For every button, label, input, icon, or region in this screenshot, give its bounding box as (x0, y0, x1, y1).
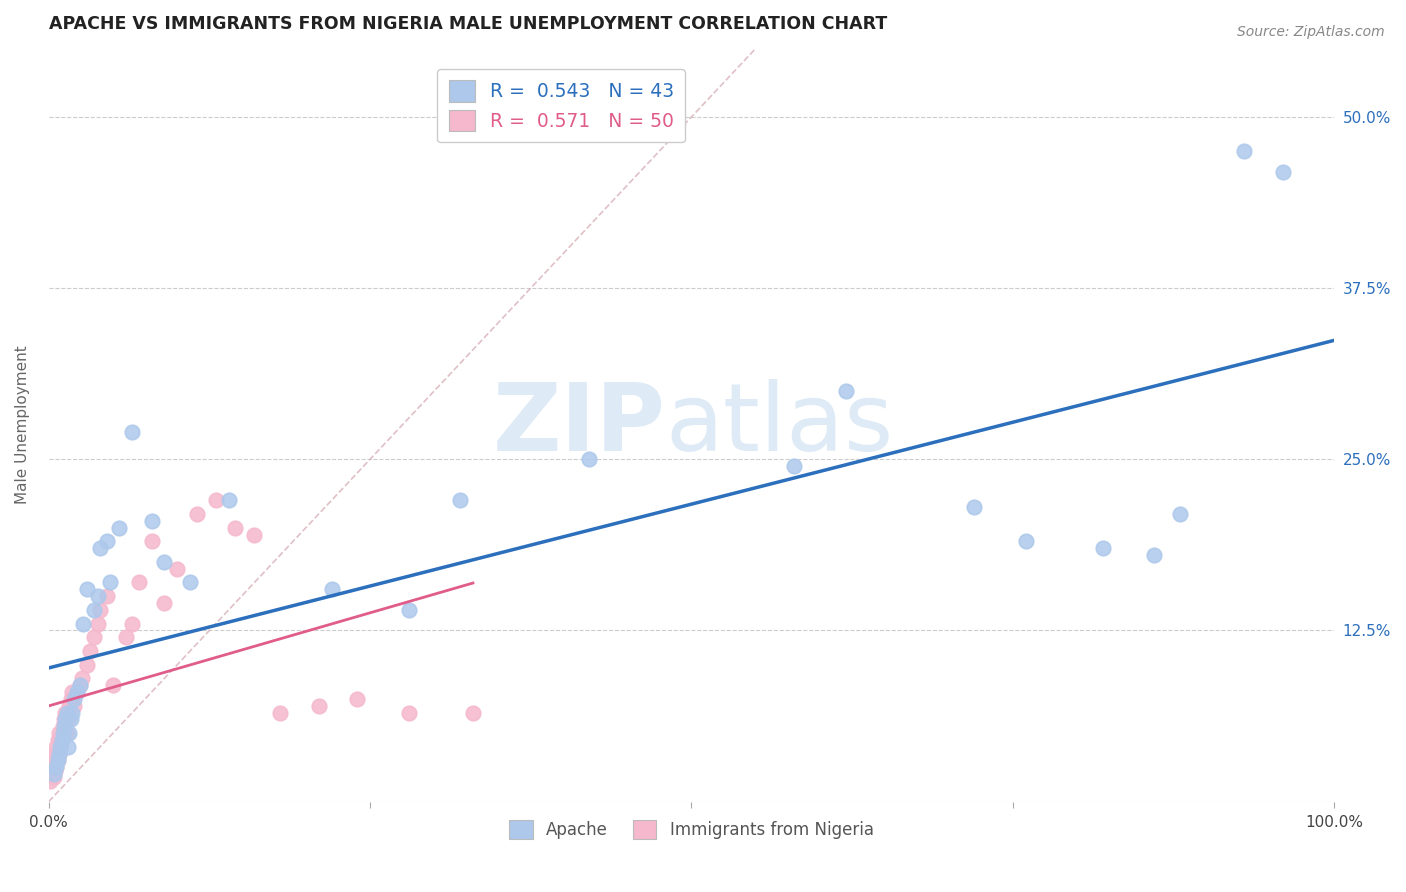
Point (398, 603, 420, 617)
Point (69, 678, 91, 692)
Point (83, 630, 105, 644)
Text: atlas: atlas (666, 379, 894, 471)
Point (186, 507, 208, 521)
Point (1014, 534, 1036, 549)
Point (46, 733, 69, 747)
Point (166, 562, 188, 576)
Point (45, 739, 67, 754)
Point (45, 760, 67, 774)
Point (48, 747, 70, 761)
Point (1091, 541, 1114, 556)
Point (398, 706, 420, 720)
Text: APACHE VS IMMIGRANTS FROM NIGERIA MALE UNEMPLOYMENT CORRELATION CHART: APACHE VS IMMIGRANTS FROM NIGERIA MALE U… (49, 15, 887, 33)
Point (56, 713, 79, 727)
Point (69, 678, 91, 692)
Point (59, 713, 82, 727)
Point (41, 767, 63, 781)
Point (58, 726, 80, 740)
Point (55, 706, 77, 720)
Point (179, 575, 201, 590)
Point (449, 493, 471, 508)
Point (63, 691, 86, 706)
Point (121, 616, 143, 631)
Point (89, 603, 111, 617)
Point (321, 582, 343, 597)
Point (44, 747, 66, 761)
Point (55, 713, 77, 727)
Point (49, 739, 72, 754)
Point (224, 521, 246, 535)
Point (44, 764, 66, 779)
Point (86, 589, 108, 603)
Point (45, 760, 67, 774)
Point (41, 754, 63, 768)
Point (53, 713, 76, 727)
Point (96, 534, 118, 549)
Point (60, 685, 83, 699)
Point (46, 754, 69, 768)
Point (52, 726, 75, 740)
Point (963, 500, 986, 515)
Point (46, 754, 69, 768)
Point (66, 685, 89, 699)
Point (39, 774, 62, 789)
Point (53, 719, 76, 733)
Point (42, 770, 65, 784)
Point (308, 698, 330, 713)
Point (66, 685, 89, 699)
Point (59, 691, 82, 706)
Point (1143, 548, 1166, 562)
Point (121, 425, 143, 439)
Point (41, 760, 63, 774)
Point (269, 706, 291, 720)
Point (141, 534, 163, 549)
Point (48, 726, 70, 740)
Point (56, 739, 79, 754)
Point (42, 756, 65, 771)
Point (205, 493, 228, 508)
Point (1168, 507, 1191, 521)
Point (42, 767, 65, 781)
Point (141, 514, 163, 528)
Point (55, 726, 77, 740)
Point (63, 698, 86, 713)
Point (48, 747, 70, 761)
Point (89, 541, 111, 556)
Point (346, 691, 368, 706)
Point (101, 678, 124, 692)
Point (79, 644, 101, 658)
Point (51, 729, 73, 743)
Point (55, 706, 77, 720)
Point (243, 527, 266, 541)
Point (115, 630, 138, 644)
Y-axis label: Male Unemployment: Male Unemployment (15, 345, 30, 504)
Point (58, 698, 80, 713)
Point (52, 719, 75, 733)
Point (461, 706, 484, 720)
Point (1271, 164, 1294, 178)
Point (128, 575, 150, 590)
Point (72, 616, 94, 631)
Point (153, 596, 176, 610)
Point (834, 384, 856, 398)
Point (153, 555, 176, 569)
Point (70, 671, 93, 685)
Point (578, 452, 600, 467)
Point (96, 589, 118, 603)
Legend: Apache, Immigrants from Nigeria: Apache, Immigrants from Nigeria (503, 814, 880, 846)
Point (49, 739, 72, 754)
Point (60, 706, 83, 720)
Point (76, 582, 98, 597)
Point (218, 493, 240, 508)
Text: Source: ZipAtlas.com: Source: ZipAtlas.com (1237, 25, 1385, 39)
Point (51, 733, 73, 747)
Point (100, 575, 122, 590)
Point (108, 521, 131, 535)
Point (783, 459, 806, 474)
Point (1233, 144, 1256, 158)
Text: ZIP: ZIP (494, 379, 666, 471)
Point (83, 603, 105, 617)
Point (86, 616, 108, 631)
Point (76, 657, 98, 672)
